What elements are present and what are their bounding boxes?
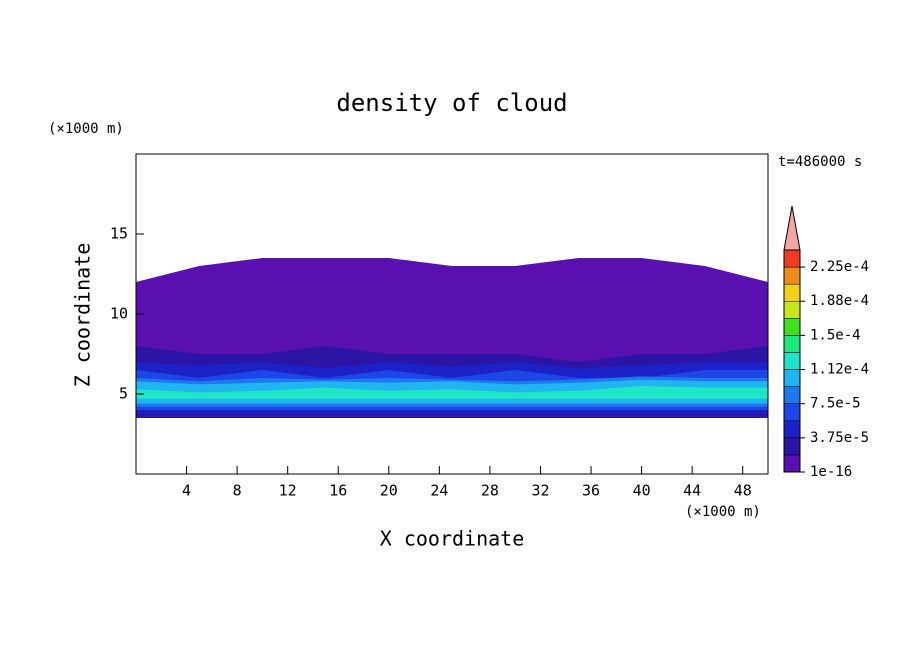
colorbar-tick-label: 1.12e-4 — [810, 362, 869, 378]
colorbar-frame — [783, 249, 801, 473]
colorbar-box — [783, 386, 801, 404]
x-tick-label: 40 — [633, 482, 651, 500]
contour-layer — [136, 386, 768, 399]
colorbar-extend — [783, 205, 801, 251]
colorbar-box — [783, 454, 801, 473]
x-tick-label: 20 — [380, 482, 398, 500]
x-tick-label: 28 — [481, 482, 499, 500]
y-tick-label: 15 — [110, 225, 128, 243]
time-annotation: t=486000 s — [778, 154, 862, 170]
colorbar-box — [783, 283, 801, 302]
colorbar-box — [783, 403, 801, 422]
colorbar-box — [783, 420, 801, 439]
colorbar-box — [783, 266, 801, 285]
colorbar-tick-label: 3.75e-5 — [810, 430, 869, 446]
colorbar-box — [783, 352, 801, 370]
y-tick-label: 10 — [110, 305, 128, 323]
colorbar-box — [783, 437, 801, 456]
x-tick-label: 4 — [182, 482, 191, 500]
x-tick-label: 8 — [233, 482, 242, 500]
y-unit: (×1000 m) — [48, 121, 124, 137]
x-unit: (×1000 m) — [685, 504, 761, 520]
x-tick-label: 44 — [683, 482, 701, 500]
colorbar-tick-label: 1e-16 — [810, 464, 852, 480]
x-tick-label: 12 — [279, 482, 297, 500]
x-tick-label: 16 — [329, 482, 347, 500]
colorbar-tick-label: 2.25e-4 — [810, 259, 869, 275]
colorbar-box — [783, 300, 801, 319]
colorbar-tick-label: 1.5e-4 — [810, 327, 861, 343]
y-tick-label: 5 — [119, 385, 128, 403]
colorbar-tick-label: 7.5e-5 — [810, 396, 861, 412]
chart-title: density of cloud — [336, 89, 567, 117]
x-tick-label: 24 — [430, 482, 448, 500]
x-axis-label: X coordinate — [380, 527, 525, 551]
colorbar-box — [783, 318, 801, 336]
colorbar-box — [783, 335, 801, 353]
colorbar-box — [783, 369, 801, 387]
x-tick-label: 48 — [734, 482, 752, 500]
x-tick-label: 36 — [582, 482, 600, 500]
x-tick-label: 32 — [531, 482, 549, 500]
colorbar-box — [783, 249, 801, 268]
y-axis-label: Z coordinate — [71, 243, 95, 388]
colorbar-tick-label: 1.88e-4 — [810, 293, 869, 309]
